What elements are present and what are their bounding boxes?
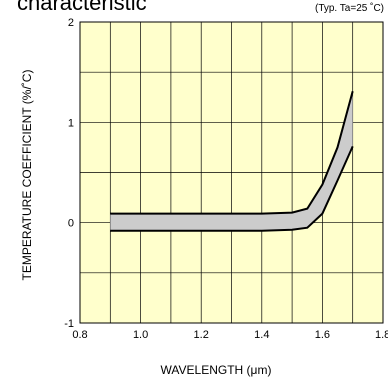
y-tick-label: 2 xyxy=(68,17,74,29)
x-tick-labels: 0.8 1.0 1.2 1.4 1.6 1.8 xyxy=(72,329,388,341)
x-tick-label: 0.8 xyxy=(72,329,87,341)
y-tick-label: 0 xyxy=(68,218,74,230)
y-axis-label: TEMPERATURE COEFFICIENT (%/˚C) xyxy=(20,70,34,281)
y-tick-label: -1 xyxy=(64,318,74,330)
x-tick-label: 1.6 xyxy=(315,329,330,341)
page-heading-fragment: characteristic xyxy=(17,0,147,15)
condition-note: (Typ. Ta=25 ˚C) xyxy=(315,2,384,14)
x-tick-label: 1.4 xyxy=(254,329,269,341)
series-upper-line xyxy=(110,90,354,215)
y-tick-label: 1 xyxy=(68,117,74,129)
coefficient-band xyxy=(110,91,353,231)
x-tick-label: 1.0 xyxy=(133,329,148,341)
x-tick-label: 1.2 xyxy=(194,329,209,341)
plot-frame xyxy=(79,21,384,324)
x-tick-label: 1.8 xyxy=(375,329,388,341)
x-axis-label: WAVELENGTH (μm) xyxy=(161,363,272,377)
y-tick-labels: -1 0 1 2 xyxy=(64,17,74,330)
series-lower-line xyxy=(110,145,354,232)
